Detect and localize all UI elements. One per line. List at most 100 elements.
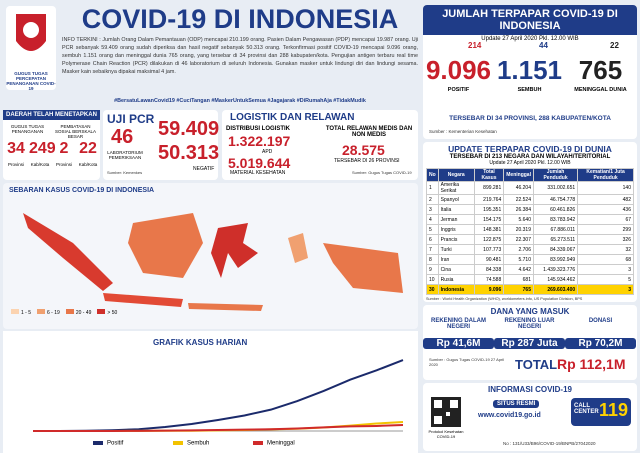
- call-number[interactable]: 119: [599, 400, 629, 420]
- dana-title: DANA YANG MASUK: [490, 307, 570, 316]
- legend-label: 6 - 19: [47, 310, 60, 316]
- tested: 59.409: [158, 118, 220, 140]
- logo-text: GUGUS TUGAS PERCEPATAN PENANGANAN COVID-…: [6, 71, 56, 91]
- total-label: TOTAL: [515, 357, 558, 372]
- doc-no: No : 131/U33/B96/COVID-19/BNPB/27042020: [503, 441, 596, 446]
- value: 34: [7, 140, 25, 157]
- shape: [446, 412, 450, 416]
- cell: Cina: [437, 264, 475, 275]
- dana-value: Rp 70,2M: [565, 338, 636, 349]
- daerah-box: DAERAH TELAH MENETAPKAN GUGUS TUGAS PENA…: [3, 110, 100, 180]
- cell: 331.002.651: [532, 181, 579, 195]
- cell: 1: [426, 181, 439, 195]
- stat-delta: 214: [468, 41, 482, 50]
- cell: 74.588: [473, 274, 505, 285]
- cell: 84.338: [473, 264, 505, 275]
- cell: 10: [426, 274, 439, 285]
- dana-value: Rp 287 Juta: [494, 338, 565, 349]
- cell: 22.524: [503, 194, 534, 205]
- column-header: Meninggal: [503, 168, 534, 182]
- labs-label: LABORATORIUM PEMERIKSAAN: [107, 150, 143, 160]
- daerah-title: DAERAH TELAH MENETAPKAN: [3, 110, 100, 120]
- cell: 46.754.778: [532, 194, 579, 205]
- logo-emblem: [16, 14, 46, 51]
- cell: 140: [577, 181, 634, 195]
- row: 9 Cina 84.338 4.642 1.439.323.776 3: [426, 264, 634, 275]
- negative: 50.313: [158, 142, 220, 164]
- cell: Turki: [437, 244, 475, 255]
- map-legend: 1 - 5 6 - 19 20 - 49 > 50: [11, 301, 117, 319]
- cell: Spanyol: [437, 194, 475, 205]
- cell: 83.783.942: [532, 214, 579, 225]
- site-label: SITUS RESMI: [493, 400, 540, 408]
- cell: 5.710: [503, 254, 534, 265]
- apd: 1.322.197: [228, 133, 291, 149]
- legend-label: 1 - 5: [21, 310, 32, 316]
- cell: 83.992.949: [532, 254, 579, 265]
- terpapar-title: JUMLAH TERPAPAR COVID-19 DI INDONESIA: [423, 5, 637, 35]
- island: [128, 213, 203, 278]
- world-subtitle: TERSEBAR DI 213 NEGARA DAN WILAYAH/TERIT…: [449, 154, 611, 160]
- column-header: Negara: [437, 168, 475, 182]
- world-table: No Negara Total Kasus Meninggal Jumlah Pendu…: [426, 168, 634, 295]
- cell: 5: [577, 274, 634, 285]
- shape: [23, 22, 39, 38]
- cell: 90.481: [473, 254, 505, 265]
- label: MATERIAL KESEHATAN: [230, 170, 286, 176]
- row: 5 Inggris 148.381 20.319 67.886.011 299: [426, 224, 634, 235]
- cell: 1.439.323.776: [532, 264, 579, 275]
- column-header: Jumlah Penduduk: [532, 168, 579, 182]
- cell: 65.273.511: [532, 234, 579, 245]
- cell: 219.764: [473, 194, 505, 205]
- island: [323, 243, 403, 293]
- cell: 326: [577, 234, 634, 245]
- call-box: CALL CENTER 119: [571, 398, 631, 426]
- cell: 84.339.067: [532, 244, 579, 255]
- map-title: SEBARAN KASUS COVID-19 DI INDONESIA: [9, 187, 155, 194]
- source: Sumber: Kemenkes: [107, 170, 143, 175]
- cell: 3: [426, 204, 439, 215]
- info-title: INFORMASI COVID-19: [487, 385, 572, 394]
- world-box: UPDATE TERPAPAR COVID-19 DI DUNIA TERSEB…: [423, 142, 637, 302]
- cell: Indonesia: [437, 284, 475, 295]
- label: PEMBATASAN SOSIAL BERSKALA BESAR: [54, 124, 97, 139]
- update: Update 27 April 2020 Pkl. 12.00 WIB: [481, 36, 579, 42]
- row: 30 Indonesia 9.096 765 269.603.400 3: [426, 284, 634, 295]
- row: 7 Turki 107.773 2.706 84.339.067 32: [426, 244, 634, 255]
- cell: 299: [577, 224, 634, 235]
- logistik-title: LOGISTIK DAN RELAWAN: [230, 112, 355, 123]
- cell: Inggris: [437, 224, 475, 235]
- spread: TERSEBAR DI 34 PROVINSI, 288 KABUPATEN/K…: [449, 115, 611, 122]
- relawan: 28.575: [342, 142, 385, 158]
- site[interactable]: www.covid19.go.id: [478, 412, 541, 419]
- hashtags: #BersatuLawanCovid19 #CuciTangan #Masker…: [114, 98, 366, 104]
- dana-label: REKENING LUAR NEGERI: [504, 318, 555, 330]
- cell: Rusia: [437, 274, 475, 285]
- cell: Jerman: [437, 214, 475, 225]
- cell: 9.096: [473, 284, 505, 295]
- world-title: UPDATE TERPAPAR COVID-19 DI DUNIA: [448, 144, 612, 154]
- legend-label: > 50: [107, 310, 118, 316]
- cell: 154.175: [473, 214, 505, 225]
- cell: 68: [577, 254, 634, 265]
- cell: Iran: [437, 254, 475, 265]
- cell: 899.281: [473, 181, 505, 195]
- column-header: Total Kasus: [473, 168, 505, 182]
- dana-box: DANA YANG MASUK REKENING DALAM NEGERI Rp …: [423, 305, 637, 380]
- cell: 9: [426, 264, 439, 275]
- cell: 46.204: [503, 181, 534, 195]
- value: 22: [79, 140, 97, 157]
- stat-value: 9.096: [425, 55, 492, 85]
- legend-swatch: [11, 309, 19, 314]
- cell: 195.351: [473, 204, 505, 215]
- cell: 148.381: [473, 224, 505, 235]
- legend-label: 20 - 49: [75, 310, 92, 316]
- pcr-title: UJI PCR: [107, 112, 155, 126]
- legend-swatch: [97, 309, 106, 314]
- pcr-box: UJI PCR 46 LABORATORIUM PEMERIKSAAN 59.4…: [103, 110, 220, 180]
- negative-label: NEGATIF: [193, 166, 215, 172]
- cell: 30: [426, 284, 439, 295]
- row: 6 Prancis 122.875 22.307 65.273.511 326: [426, 234, 634, 245]
- cell: 122.875: [473, 234, 505, 245]
